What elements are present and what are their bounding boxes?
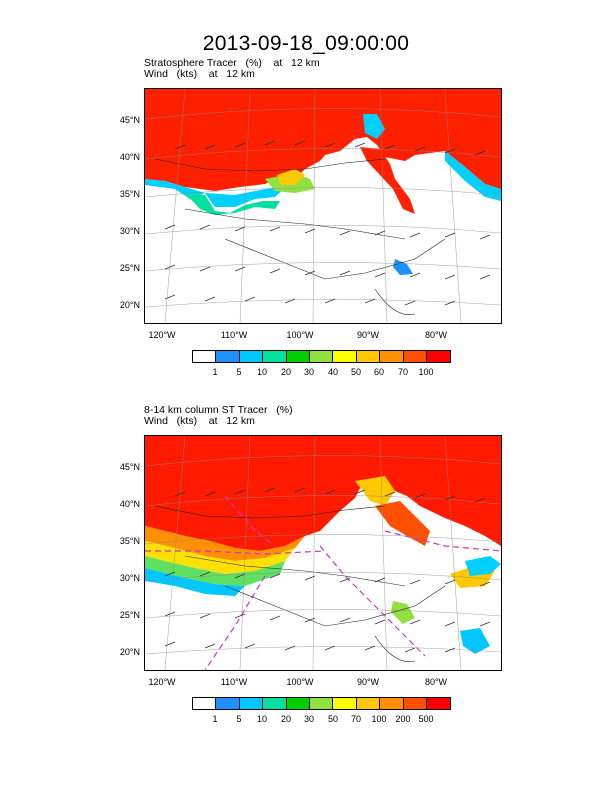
panel2-lon-label: 120°W xyxy=(148,677,176,687)
panel2-title: 8-14 km column ST Tracer (%) Wind (kts) … xyxy=(144,405,293,427)
panel1-lon-label: 100°W xyxy=(286,330,314,340)
panel2-colorbar-label: 100 xyxy=(371,714,387,724)
panel2-title-line1: 8-14 km column ST Tracer (%) xyxy=(144,404,293,416)
colorbar-swatch xyxy=(356,698,381,709)
panel2-colorbar-label: 20 xyxy=(280,714,291,724)
colorbar-swatch xyxy=(426,698,451,709)
panel1-colorbar-label: 20 xyxy=(280,367,291,377)
panel1-lat-label: 40°N xyxy=(119,152,140,162)
panel1-colorbar xyxy=(192,350,452,363)
panel1-lat-label: 45°N xyxy=(119,115,140,125)
panel1-lon-label: 90°W xyxy=(356,330,380,340)
colorbar-swatch xyxy=(403,698,427,709)
panel1-map-svg xyxy=(145,89,501,323)
panel2-lat-label: 45°N xyxy=(119,462,140,472)
panel2-lon-label: 90°W xyxy=(356,677,380,687)
panel2-tracer-field xyxy=(145,436,501,654)
colorbar-swatch xyxy=(403,351,427,362)
colorbar-swatch xyxy=(380,351,404,362)
colorbar-swatch xyxy=(239,351,264,362)
panel2-borders xyxy=(154,505,446,663)
panel1-colorbar-label: 5 xyxy=(236,367,242,377)
panel1-graticule xyxy=(145,89,501,323)
colorbar-swatch xyxy=(263,351,287,362)
colorbar-swatch xyxy=(239,698,264,709)
panel2-colorbar-label: 5 xyxy=(236,714,242,724)
panel2-lat-label: 30°N xyxy=(119,573,140,583)
colorbar-swatch xyxy=(309,698,334,709)
colorbar-swatch xyxy=(333,351,357,362)
panel1-lat-label: 35°N xyxy=(119,189,140,199)
panel2-colorbar-label: 500 xyxy=(418,714,434,724)
panel2-lon-label: 80°W xyxy=(424,677,448,687)
panel1-colorbar-label: 10 xyxy=(256,367,267,377)
panel2-colorbar-label: 30 xyxy=(303,714,314,724)
panel1-lat-label: 25°N xyxy=(119,263,140,273)
panel1-wind-barbs xyxy=(164,140,491,306)
panel1-lat-label: 30°N xyxy=(119,226,140,236)
panel2-title-line2: Wind (kts) at 12 km xyxy=(144,415,255,427)
panel1-colorbar-label: 40 xyxy=(327,367,338,377)
panel1-colorbar-label: 50 xyxy=(350,367,361,377)
panel2-colorbar-label: 200 xyxy=(395,714,411,724)
colorbar-swatch xyxy=(193,351,217,362)
main-title: 2013-09-18_09:00:00 xyxy=(202,32,410,55)
panel2-colorbar-label: 1 xyxy=(212,714,218,724)
colorbar-swatch xyxy=(309,351,334,362)
panel1-title-line2: Wind (kts) at 12 km xyxy=(144,68,255,80)
panel1-borders xyxy=(154,158,446,316)
panel1-title-line1: Stratosphere Tracer (%) at 12 km xyxy=(144,57,320,69)
panel2-colorbar xyxy=(192,697,452,710)
panel1-colorbar-label: 60 xyxy=(373,367,384,377)
panel2-graticule xyxy=(145,436,501,670)
panel2-lat-label: 20°N xyxy=(119,647,140,657)
panel1-tracer-field xyxy=(145,89,501,275)
panel2-lat-label: 35°N xyxy=(119,536,140,546)
panel1-lat-label: 20°N xyxy=(119,300,140,310)
panel2-map xyxy=(144,435,502,671)
panel2-colorbar-label: 50 xyxy=(327,714,338,724)
panel2-lon-label: 110°W xyxy=(220,677,248,687)
panel2-lat-label: 25°N xyxy=(119,610,140,620)
colorbar-swatch xyxy=(286,698,310,709)
panel2-wind-barbs xyxy=(164,487,491,653)
panel1-lon-label: 80°W xyxy=(424,330,448,340)
panel1-colorbar-label: 70 xyxy=(397,367,408,377)
panel1-map xyxy=(144,88,502,324)
panel1-lon-label: 120°W xyxy=(148,330,176,340)
panel1-colorbar-label: 1 xyxy=(212,367,218,377)
panel1-title: Stratosphere Tracer (%) at 12 km Wind (k… xyxy=(144,58,320,80)
panel2-colorbar-label: 70 xyxy=(350,714,361,724)
colorbar-swatch xyxy=(193,698,217,709)
panel2-lat-label: 40°N xyxy=(119,499,140,509)
colorbar-swatch xyxy=(380,698,404,709)
panel2-map-svg xyxy=(145,436,501,670)
colorbar-swatch xyxy=(286,351,310,362)
panel1-colorbar-label: 30 xyxy=(303,367,314,377)
colorbar-swatch xyxy=(216,698,240,709)
colorbar-swatch xyxy=(426,351,451,362)
colorbar-swatch xyxy=(333,698,357,709)
panel1-lon-label: 110°W xyxy=(220,330,248,340)
colorbar-swatch xyxy=(263,698,287,709)
panel2-colorbar-label: 10 xyxy=(256,714,267,724)
panel1-colorbar-label: 100 xyxy=(418,367,434,377)
panel2-lon-label: 100°W xyxy=(286,677,314,687)
colorbar-swatch xyxy=(216,351,240,362)
colorbar-swatch xyxy=(356,351,381,362)
